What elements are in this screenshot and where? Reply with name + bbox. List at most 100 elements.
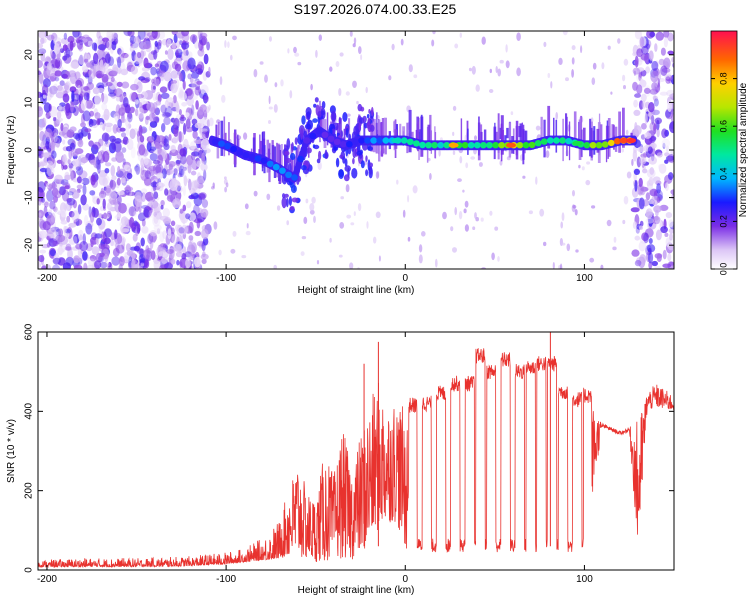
spectrogram-noise-blob: [198, 40, 204, 51]
spectrogram-noise-blob: [70, 101, 75, 113]
spectrogram-noise-blob: [123, 31, 132, 37]
spectrogram-noise-blob: [243, 132, 248, 140]
spectrogram-noise-blob: [129, 128, 136, 140]
colorbar-tick-label: 0.8: [718, 72, 728, 85]
spectrogram-noise-blob: [99, 261, 108, 269]
spectrogram-noise-blob: [201, 258, 207, 265]
spectrogram-noise-blob: [580, 45, 583, 54]
spectrogram-noise-blob: [452, 247, 457, 253]
spectrogram-noise-blob: [154, 63, 160, 68]
spectrogram-noise-blob: [197, 172, 201, 180]
spectrogram-streak: [228, 122, 230, 156]
spectrogram-noise-blob: [590, 117, 594, 123]
spectrogram-noise-blob: [212, 182, 215, 188]
spectrogram-noise-blob: [104, 228, 112, 238]
spectrogram-noise-blob: [67, 159, 71, 165]
spectrogram-noise-blob: [613, 236, 617, 243]
spectrogram-noise-blob: [130, 146, 136, 159]
spectrogram-noise-blob: [648, 102, 655, 113]
spectrogram-noise-blob: [293, 46, 297, 54]
spectrogram-noise-blob: [138, 112, 144, 122]
spectrogram-noise-blob: [39, 161, 48, 166]
snr-series-line: [38, 348, 674, 569]
spectrogram-noise-blob: [154, 40, 158, 48]
spectrogram-noise-blob: [202, 117, 209, 122]
spectrogram-streak: [261, 132, 264, 172]
spectrogram-noise-blob: [119, 127, 126, 132]
spectrogram-noise-blob: [183, 175, 188, 187]
spectrogram-noise-blob: [648, 179, 657, 184]
ridge-core: [607, 139, 615, 147]
spectrogram-noise-blob: [42, 152, 51, 159]
spectrogram-noise-blob: [122, 136, 129, 145]
spectrogram-noise-blob: [644, 132, 652, 139]
spectrogram-noise-blob: [190, 170, 197, 176]
spectrogram-noise-blob: [413, 74, 418, 79]
snr-marks: [38, 332, 674, 569]
ridge-core: [242, 152, 250, 159]
spectrogram-noise-blob: [435, 258, 438, 268]
spectrogram-blob: [304, 123, 312, 130]
spectrogram-noise-blob: [329, 66, 333, 72]
spectrogram-noise-blob: [45, 141, 50, 150]
spectrogram-noise-blob: [90, 240, 94, 248]
spectrogram-noise-blob: [130, 65, 138, 75]
spectrogram-noise-blob: [38, 72, 44, 84]
spectrogram-noise-blob: [200, 253, 209, 260]
spectrogram-noise-blob: [648, 50, 654, 61]
spectrogram-noise-blob: [661, 128, 668, 139]
spectrogram-noise-blob: [80, 194, 87, 206]
spectrogram-streak: [402, 126, 406, 142]
spectrogram-noise-blob: [153, 202, 162, 214]
spectrogram-streak: [480, 131, 483, 147]
spectrogram-noise-blob: [117, 118, 122, 129]
spectrogram-noise-blob: [83, 86, 89, 91]
spectrogram-noise-blob: [276, 205, 281, 211]
spectrogram-streak: [277, 143, 280, 174]
spectrogram-noise-blob: [193, 204, 200, 217]
spectrogram-noise-blob: [621, 148, 624, 153]
colorbar-ticks: 0.00.20.40.60.8: [710, 30, 738, 275]
spectrogram-streak: [506, 127, 509, 139]
spectrogram-noise-blob: [366, 221, 369, 229]
spectrogram-noise-blob: [586, 161, 591, 165]
spectrogram-noise-blob: [165, 97, 175, 104]
y-tick-label: 20: [24, 49, 35, 61]
spectrogram-streak: [285, 145, 289, 183]
spectrogram-noise-blob: [170, 83, 178, 94]
spectrogram-streak: [515, 120, 519, 160]
spectrogram-noise-blob: [522, 175, 526, 179]
spectrogram-noise-blob: [111, 32, 118, 40]
spectrogram-streak: [284, 144, 287, 182]
spectrogram-noise-blob: [159, 264, 167, 269]
spectrogram-noise-blob: [631, 158, 634, 167]
spectrogram-noise-blob: [146, 32, 155, 37]
spectrogram-noise-blob: [555, 112, 558, 120]
spectrogram-streak: [252, 137, 256, 164]
ridge-core: [291, 174, 298, 181]
spectrogram-noise-blob: [132, 128, 139, 135]
spectrogram-noise-blob: [94, 112, 101, 120]
spectrogram-streak: [348, 118, 351, 147]
spectrogram-noise-blob: [127, 112, 133, 123]
spectrogram-streak: [508, 122, 512, 158]
spectrogram-noise-blob: [474, 212, 477, 219]
spectrogram-noise-blob: [661, 138, 671, 148]
spectrogram-blob: [312, 118, 318, 123]
spectrogram-streak: [540, 116, 543, 143]
spectrogram-noise-blob: [264, 74, 268, 83]
spectrogram-noise-blob: [85, 99, 94, 109]
spectrogram-noise-blob: [61, 189, 70, 202]
ridge-core: [260, 157, 268, 164]
spectrogram-noise-blob: [191, 180, 199, 191]
spectrogram-noise-blob: [194, 160, 203, 165]
spectrogram-noise-blob: [80, 99, 87, 111]
ridge-core: [601, 141, 609, 148]
spectrogram-noise-blob: [157, 154, 164, 166]
spectrogram-streak: [622, 107, 625, 148]
spectrogram-noise-blob: [153, 224, 162, 231]
spectrogram-noise-blob: [69, 142, 76, 150]
spectrogram-streak: [495, 131, 498, 149]
spectrogram-noise-blob: [191, 151, 196, 161]
spectrogram-noise-blob: [194, 179, 200, 189]
